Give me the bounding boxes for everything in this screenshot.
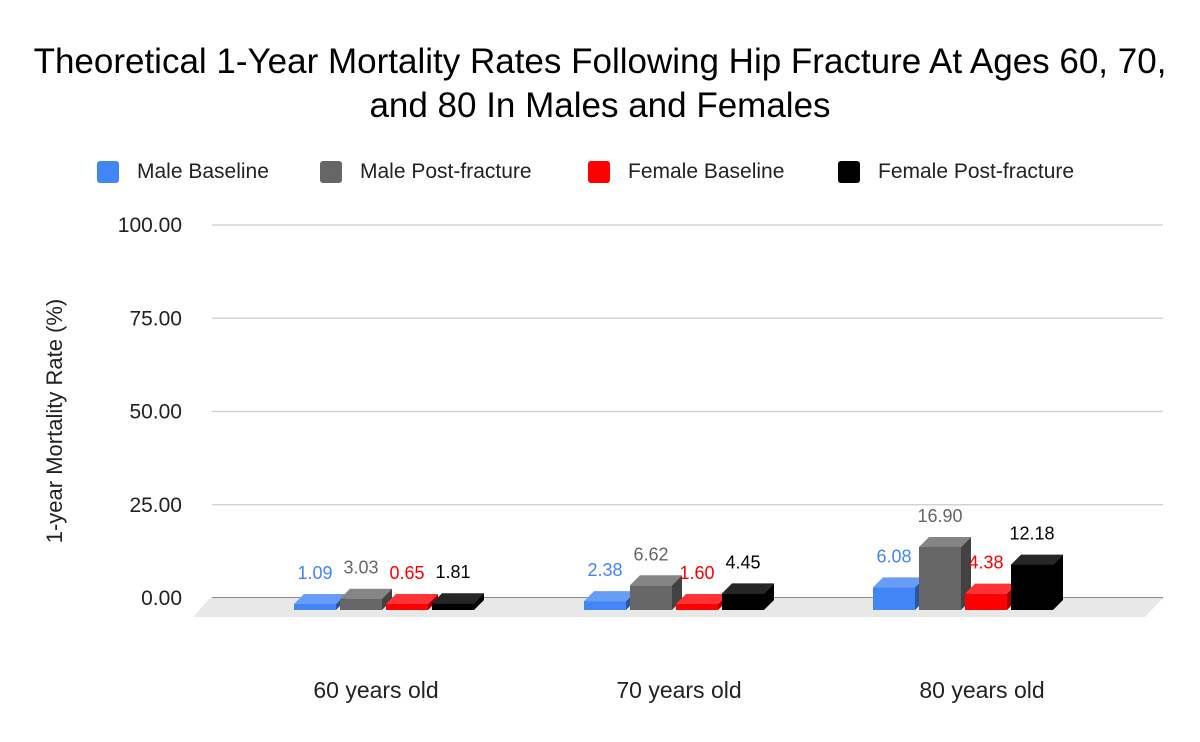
data-label: 16.90 (917, 506, 962, 526)
bar-top (676, 594, 728, 604)
bar-top (584, 591, 636, 602)
bar (584, 591, 636, 610)
bar (386, 594, 438, 610)
bar-front (294, 604, 336, 610)
bar-top (294, 594, 346, 604)
data-label: 1.60 (679, 563, 714, 583)
legend-swatch-male-post-fracture (320, 161, 342, 183)
bar-top (386, 594, 438, 604)
bar-front (340, 598, 382, 610)
bar-top (919, 536, 971, 547)
y-axis-label: 1-year Mortality Rate (%) (42, 299, 67, 544)
legend: Male Baseline Male Post-fracture Female … (0, 158, 1200, 186)
bar-top (722, 583, 774, 594)
bar-front (873, 587, 915, 610)
data-label: 6.08 (876, 546, 911, 566)
x-tick-label: 80 years old (919, 677, 1044, 703)
bar-front (386, 604, 428, 610)
x-tick-label: 60 years old (313, 677, 438, 703)
bar-top (873, 577, 925, 588)
data-label: 1.81 (435, 562, 470, 582)
bar-side (428, 594, 438, 610)
bar-top (340, 588, 392, 599)
data-label: 3.03 (343, 558, 378, 578)
bar (919, 536, 971, 610)
bar-side (764, 583, 774, 610)
bar-side (474, 593, 484, 610)
bar-front (1011, 564, 1053, 610)
data-label: 1.09 (297, 563, 332, 583)
legend-label-male-post-fracture: Male Post-fracture (360, 160, 532, 183)
y-tick-label: 75.00 (129, 307, 182, 330)
bar-front (432, 603, 474, 610)
bar (1011, 554, 1063, 610)
y-tick-label: 50.00 (129, 401, 182, 424)
bar (432, 593, 484, 610)
legend-swatch-female-baseline (588, 161, 610, 183)
data-label: 6.62 (633, 544, 668, 564)
bar-front (630, 585, 672, 610)
y-tick-label: 25.00 (129, 494, 182, 517)
bar (965, 583, 1017, 610)
x-axis-ticks: 60 years old 70 years old 80 years old (313, 677, 1044, 703)
legend-swatch-female-post-fracture (838, 161, 860, 183)
legend-label-male-baseline: Male Baseline (137, 160, 269, 183)
bar-front (722, 593, 764, 610)
bar-front (965, 593, 1007, 610)
data-label: 12.18 (1009, 524, 1054, 544)
bars: 1.09 2.38 6.08 3.03 6.62 16.90 0.65 1.60 4.38 1.8… (294, 506, 1063, 610)
bar (873, 577, 925, 610)
bar (630, 575, 682, 610)
bar-front (584, 601, 626, 610)
y-tick-label: 0.00 (141, 587, 182, 610)
legend-label-female-post-fracture: Female Post-fracture (878, 160, 1075, 183)
legend-item-female-baseline[interactable]: Female Baseline (588, 158, 784, 186)
legend-item-male-post-fracture[interactable]: Male Post-fracture (320, 158, 532, 186)
bar-side (382, 588, 392, 610)
data-label: 4.45 (725, 552, 760, 572)
y-tick-label: 100.00 (118, 214, 182, 237)
bar-top (630, 575, 682, 586)
legend-item-female-post-fracture[interactable]: Female Post-fracture (838, 158, 1074, 186)
bar (722, 583, 774, 610)
bar-top (1011, 554, 1063, 565)
legend-label-female-baseline: Female Baseline (628, 160, 785, 183)
bar (294, 594, 346, 610)
legend-swatch-male-baseline (97, 161, 119, 183)
data-label: 0.65 (389, 563, 424, 583)
bar-side (1053, 554, 1063, 610)
bar-top (965, 583, 1017, 594)
data-label: 2.38 (587, 560, 622, 580)
bar (340, 588, 392, 610)
bar-front (676, 604, 718, 610)
data-label: 4.38 (968, 553, 1003, 573)
bar-top (432, 593, 484, 604)
bar (676, 594, 728, 610)
bar-front (919, 546, 961, 610)
x-tick-label: 70 years old (616, 677, 741, 703)
legend-item-male-baseline[interactable]: Male Baseline (97, 158, 269, 186)
chart-title: Theoretical 1-Year Mortality Rates Follo… (33, 42, 1167, 125)
y-axis-ticks: 0.00 25.00 50.00 75.00 100.00 (118, 214, 182, 610)
